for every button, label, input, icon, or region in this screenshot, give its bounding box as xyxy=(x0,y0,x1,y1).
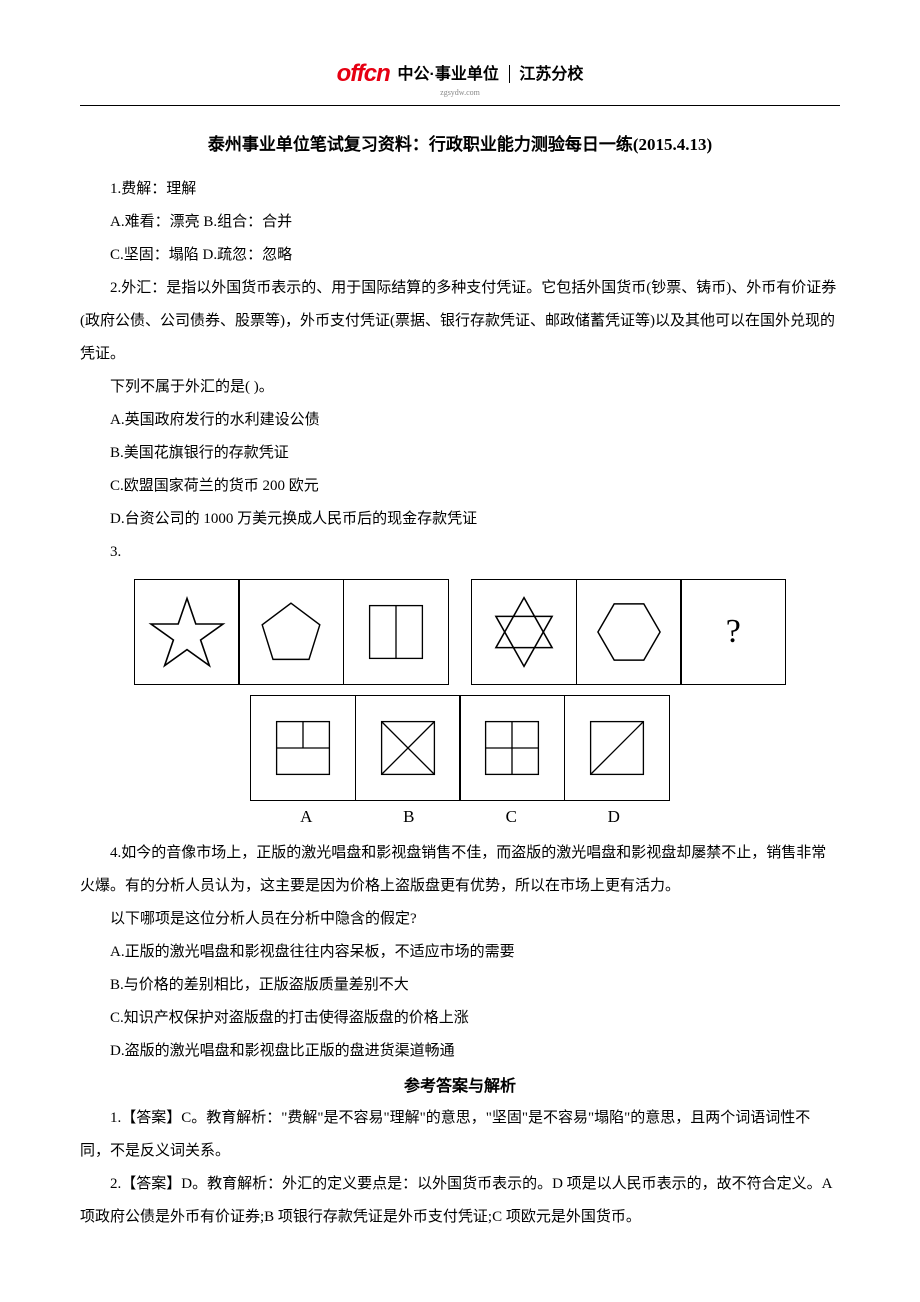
logo-subtext: zgsydw.com xyxy=(80,88,840,97)
label-a: A xyxy=(254,807,358,827)
fig-hexagon-icon xyxy=(576,579,682,685)
q1-stem: 1.费解：理解 xyxy=(80,173,840,206)
logo-separator xyxy=(509,65,510,83)
fig-question-mark: ? xyxy=(680,579,786,685)
question-mark-text: ? xyxy=(726,613,741,651)
q2-option-d: D.台资公司的 1000 万美元换成人民币后的现金存款凭证 xyxy=(80,503,840,536)
q3-bottom-row xyxy=(80,695,840,801)
q4-option-d: D.盗版的激光唱盘和影视盘比正版的盘进货渠道畅通 xyxy=(80,1035,840,1068)
logo-en: offcn xyxy=(337,60,390,88)
q3-figure-sequence: ? xyxy=(80,579,840,685)
q3-option-labels: A B C D xyxy=(80,807,840,827)
fig-option-c-icon xyxy=(459,695,565,801)
label-c: C xyxy=(459,807,563,827)
q2-stem: 2.外汇：是指以外国货币表示的、用于国际结算的多种支付凭证。它包括外国货币(钞票… xyxy=(80,272,840,371)
answer-2: 2.【答案】D。教育解析：外汇的定义要点是：以外国货币表示的。D 项是以人民币表… xyxy=(80,1168,840,1234)
q1-options-ab: A.难看：漂亮 B.组合：合并 xyxy=(80,206,840,239)
q4-stem: 4.如今的音像市场上，正版的激光唱盘和影视盘销售不佳，而盗版的激光唱盘和影视盘却… xyxy=(80,837,840,903)
fig-hexagram-icon xyxy=(471,579,577,685)
q2-option-b: B.美国花旗银行的存款凭证 xyxy=(80,437,840,470)
q2-prompt: 下列不属于外汇的是( )。 xyxy=(80,371,840,404)
answers-heading: 参考答案与解析 xyxy=(80,1072,840,1096)
fig-split-square-icon xyxy=(343,579,449,685)
q3-label: 3. xyxy=(80,536,840,569)
logo-cn: 中公·事业单位 xyxy=(398,60,499,84)
answer-1: 1.【答案】C。教育解析："费解"是不容易"理解"的意思，"坚固"是不容易"塌陷… xyxy=(80,1102,840,1168)
fig-star-icon xyxy=(134,579,240,685)
header-rule xyxy=(80,105,840,106)
label-b: B xyxy=(357,807,461,827)
q4-prompt: 以下哪项是这位分析人员在分析中隐含的假定? xyxy=(80,903,840,936)
q3-top-row: ? xyxy=(80,579,840,685)
q3-answer-options: A B C D xyxy=(80,695,840,827)
fig-option-b-icon xyxy=(355,695,461,801)
q4-option-a: A.正版的激光唱盘和影视盘往往内容呆板，不适应市场的需要 xyxy=(80,936,840,969)
fig-option-a-icon xyxy=(250,695,356,801)
q4-option-b: B.与价格的差别相比，正版盗版质量差别不大 xyxy=(80,969,840,1002)
q2-option-c: C.欧盟国家荷兰的货币 200 欧元 xyxy=(80,470,840,503)
page: offcn 中公·事业单位 江苏分校 zgsydw.com 泰州事业单位笔试复习… xyxy=(0,0,920,1294)
q4-option-c: C.知识产权保护对盗版盘的打击使得盗版盘的价格上涨 xyxy=(80,1002,840,1035)
fig-pentagon-icon xyxy=(238,579,344,685)
q2-option-a: A.英国政府发行的水利建设公债 xyxy=(80,404,840,437)
header-logo: offcn 中公·事业单位 江苏分校 xyxy=(80,60,840,88)
label-d: D xyxy=(562,807,666,827)
document-title: 泰州事业单位笔试复习资料：行政职业能力测验每日一练(2015.4.13) xyxy=(80,130,840,155)
q1-options-cd: C.坚固：塌陷 D.疏忽：忽略 xyxy=(80,239,840,272)
logo-region: 江苏分校 xyxy=(519,60,583,84)
fig-option-d-icon xyxy=(564,695,670,801)
